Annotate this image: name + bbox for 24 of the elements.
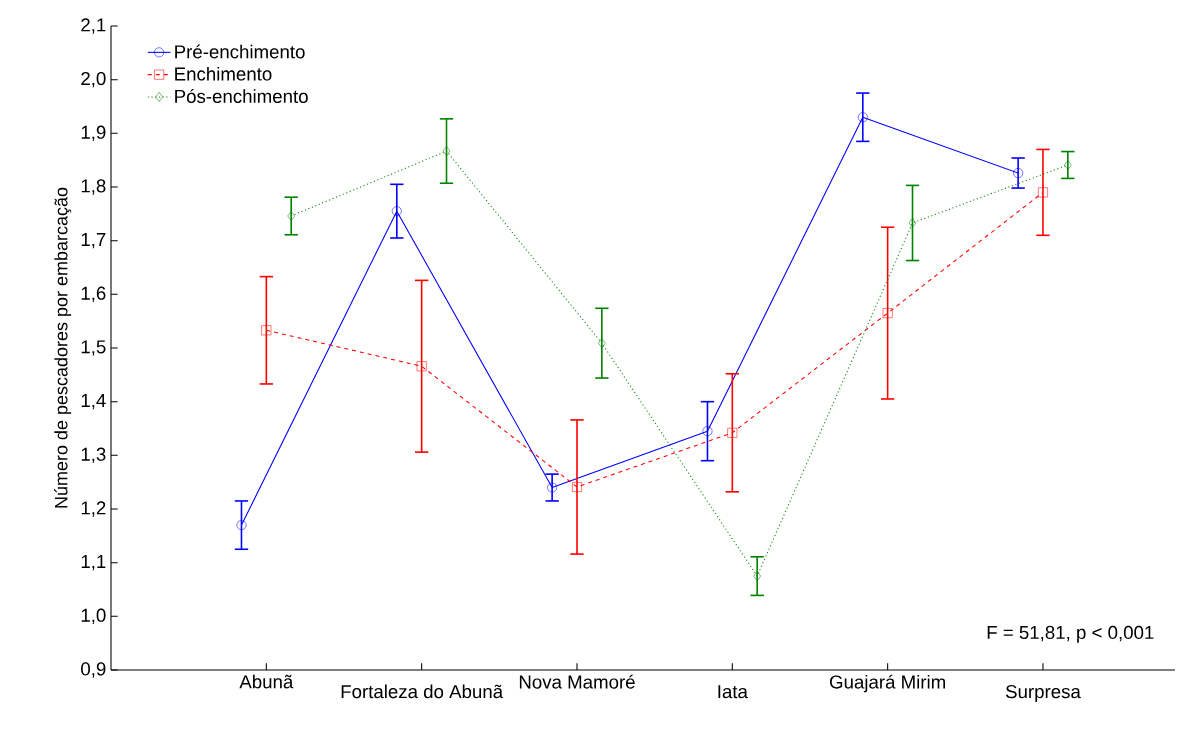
x-tick-label: Fortaleza do Abunã xyxy=(341,684,504,699)
x-tick-label: Iata xyxy=(718,685,748,699)
y-tick-label: 1,5 xyxy=(81,340,106,356)
y-tick-label: 2,1 xyxy=(81,18,106,34)
legend-label: Pré-enchimento xyxy=(175,44,305,59)
x-tick-label: Surpresa xyxy=(1005,685,1081,702)
y-tick-label: 2,0 xyxy=(81,71,106,88)
x-tick-label: Abunã xyxy=(239,674,294,689)
y-axis-title: Número de pescadores por embarcação xyxy=(54,187,72,508)
legend-label: Enchimento xyxy=(175,66,272,81)
y-tick-label: 1,9 xyxy=(81,125,106,142)
y-tick-label: 1,0 xyxy=(81,608,106,625)
y-tick-label: 1,6 xyxy=(81,286,106,303)
legend-label: Pós-enchimento xyxy=(175,89,308,104)
x-tick-label: Guajará Mirim xyxy=(829,674,945,693)
y-tick-label: 1,3 xyxy=(81,447,106,464)
annotation: F = 51,81, p < 0,001 xyxy=(987,625,1154,643)
y-tick-label: 1,1 xyxy=(81,555,106,571)
y-tick-label: 1,4 xyxy=(81,394,106,410)
x-tick-label: Nova Mamoré xyxy=(519,674,635,689)
y-tick-label: 0,9 xyxy=(81,662,106,678)
y-tick-label: 1,2 xyxy=(81,501,106,517)
y-tick-label: 1,7 xyxy=(81,233,106,249)
y-tick-label: 1,8 xyxy=(81,179,106,195)
